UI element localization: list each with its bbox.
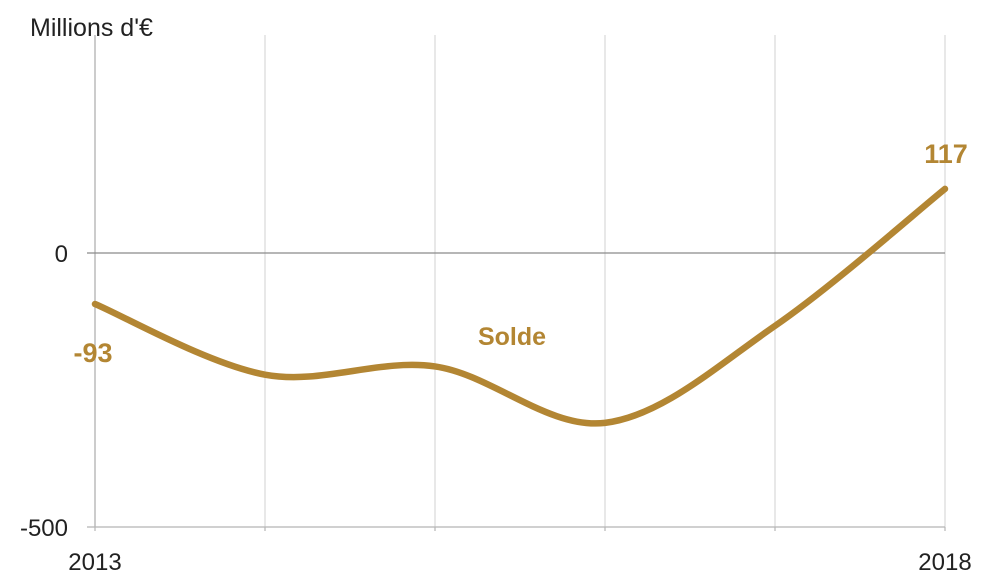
y-axis-label: Millions d'€ (30, 14, 153, 42)
series-label-solde: Solde (478, 323, 546, 351)
y-tick-label-minus500: -500 (20, 515, 68, 542)
y-tick-label-0: 0 (55, 241, 68, 268)
series-layer (91, 185, 949, 427)
data-label-end: 117 (924, 139, 968, 169)
axes (87, 35, 946, 531)
series-line-solde (91, 185, 949, 427)
grid-lines (94, 35, 946, 527)
data-label-start: -93 (73, 338, 112, 368)
x-tick-label-2018: 2018 (918, 549, 971, 574)
x-tick-label-2013: 2013 (68, 549, 121, 574)
